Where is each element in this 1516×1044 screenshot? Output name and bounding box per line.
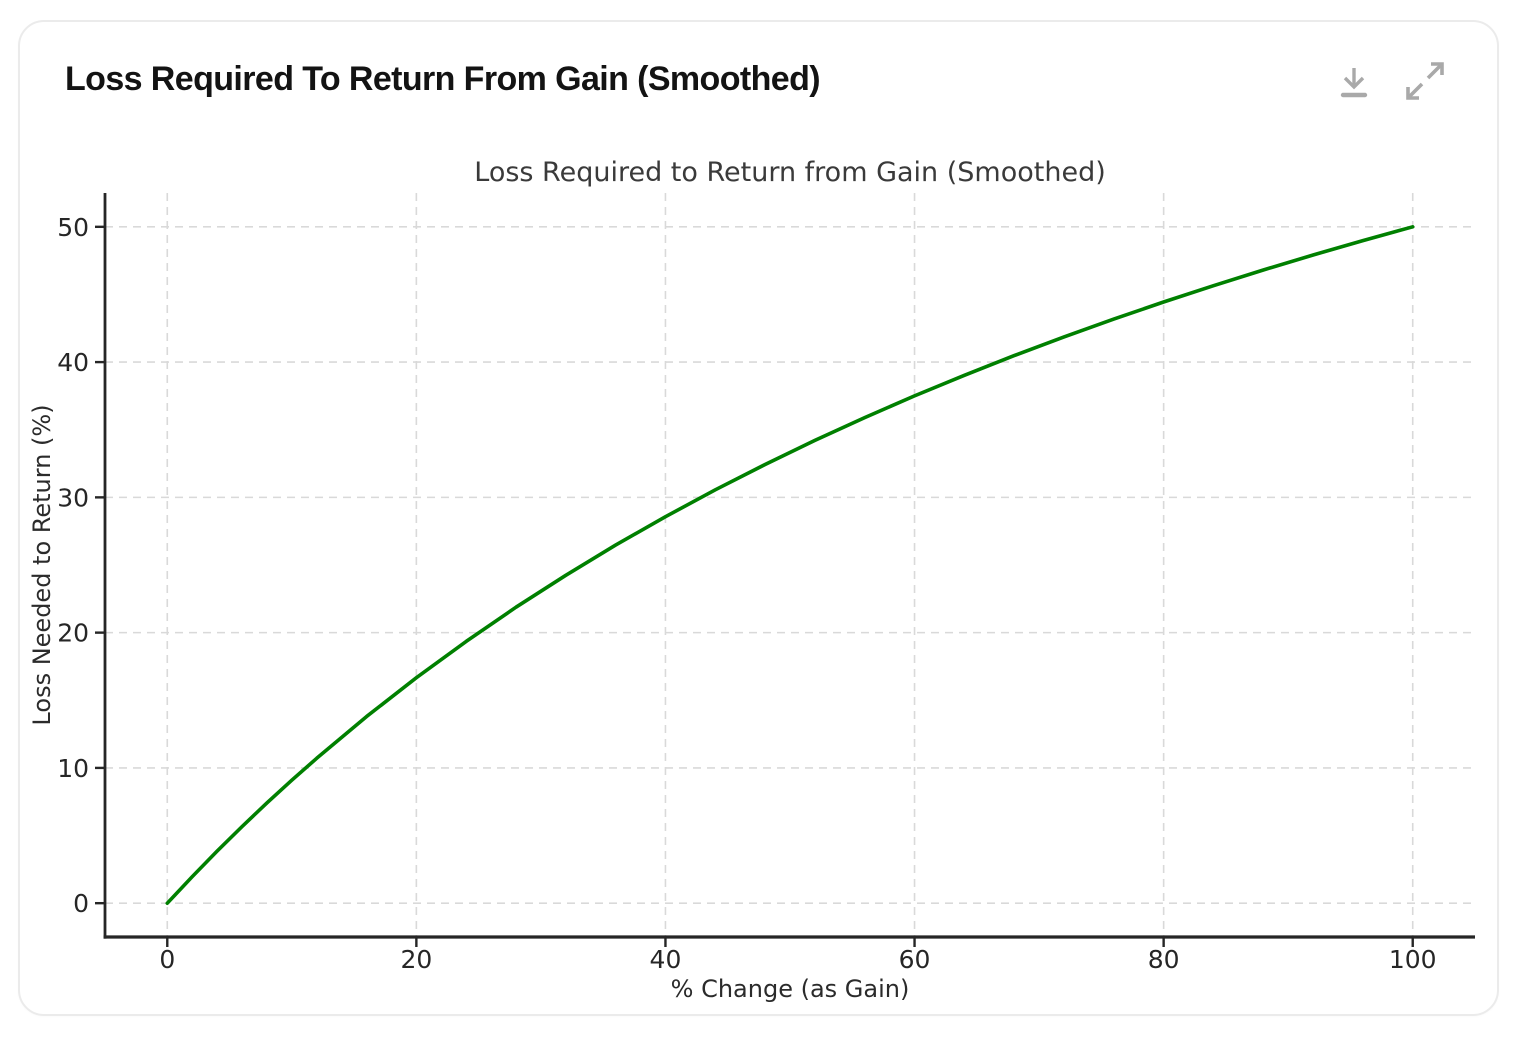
chart-card: Loss Required To Return From Gain (Smoot…: [18, 20, 1499, 1016]
x-tick-label: 0: [159, 945, 175, 974]
loss-curve: [165, 225, 1415, 906]
y-tick-label: 50: [57, 213, 89, 242]
expand-icon: [1398, 62, 1452, 111]
x-tick-label: 100: [1389, 945, 1437, 974]
y-tick-label: 10: [57, 754, 89, 783]
x-tick-label: 20: [400, 945, 432, 974]
y-tick-label: 20: [57, 619, 89, 648]
x-axis-label: % Change (as Gain): [671, 975, 910, 1003]
x-tick-label: 40: [650, 945, 682, 974]
y-tick-label: 30: [57, 483, 89, 512]
y-axis-label: Loss Needed to Return (%): [28, 404, 56, 725]
x-tick-label: 60: [899, 945, 931, 974]
x-tick-label: 80: [1148, 945, 1180, 974]
y-tick-label: 40: [57, 348, 89, 377]
chart-title: Loss Required to Return from Gain (Smoot…: [474, 157, 1106, 188]
expand-button[interactable]: [1398, 54, 1452, 108]
download-button[interactable]: [1330, 58, 1378, 106]
y-tick-label: 0: [73, 889, 89, 918]
card-title: Loss Required To Return From Gain (Smoot…: [65, 60, 821, 98]
download-icon: [1330, 68, 1378, 109]
